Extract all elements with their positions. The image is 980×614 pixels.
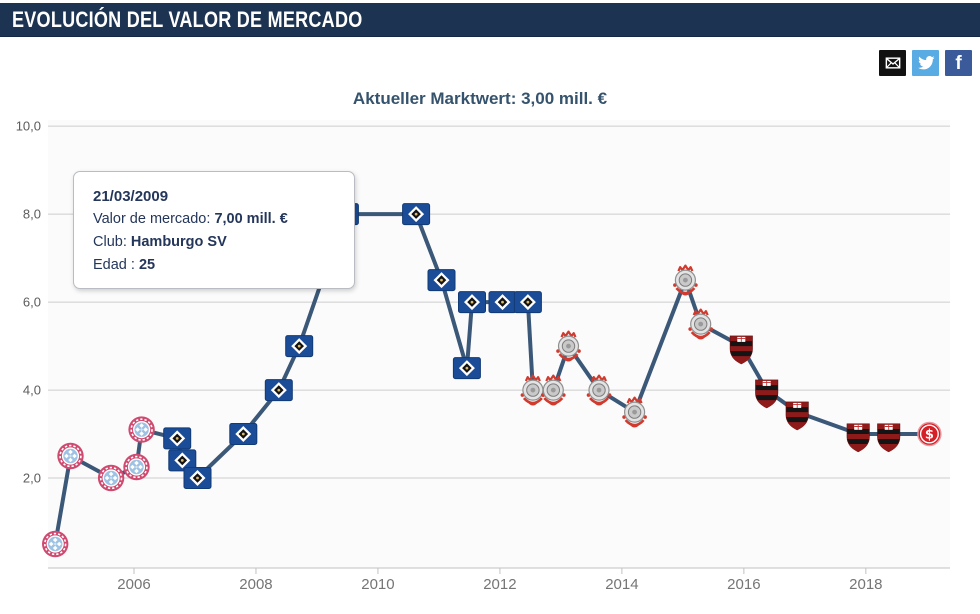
x-axis-label: 2010 (361, 576, 394, 593)
x-axis-label: 2018 (849, 576, 882, 593)
data-point-marker-hamburgo[interactable] (264, 379, 293, 402)
svg-text:$: $ (925, 428, 934, 443)
data-point-marker-hamburgo[interactable] (183, 467, 212, 489)
tooltip-age: Edad : 25 (93, 257, 156, 273)
data-point-marker-corinthians[interactable] (520, 374, 546, 406)
data-point-marker-flamengo[interactable] (785, 401, 809, 431)
tooltip-date: 21/03/2009 (93, 188, 169, 205)
data-point-marker-corinthians[interactable] (622, 396, 647, 428)
data-point-marker-bayern[interactable] (97, 464, 125, 492)
x-axis-label: 2014 (605, 576, 638, 593)
tooltip: 21/03/2009 Valor de mercado: 7,00 mill. … (73, 171, 355, 289)
data-point-marker-hamburgo[interactable] (402, 203, 431, 226)
email-share-button[interactable] (879, 50, 906, 76)
data-point-marker-hamburgo[interactable] (458, 291, 486, 314)
data-point-marker-corinthians[interactable] (673, 264, 698, 296)
data-point-marker-hamburgo[interactable] (452, 357, 481, 380)
data-point-marker-hamburgo[interactable] (168, 449, 197, 472)
current-market-value: Aktueller Marktwert: 3,00 mill. € (352, 89, 608, 108)
x-axis-label: 2016 (727, 576, 760, 593)
data-point-marker-corinthians[interactable] (688, 308, 713, 340)
twitter-icon (917, 56, 935, 70)
data-point-marker-hamburgo[interactable] (229, 423, 258, 445)
data-point-marker-flamengo[interactable] (729, 335, 753, 365)
page-title: EVOLUCIÓN DEL VALOR DE MERCADO (12, 6, 363, 32)
data-point-marker-hamburgo[interactable] (285, 335, 314, 358)
data-point-marker-bayern[interactable] (123, 453, 150, 481)
data-point-marker-hamburgo[interactable] (427, 269, 456, 292)
tooltip-club: Club: Hamburgo SV (93, 234, 227, 250)
data-point-marker-bayern[interactable] (42, 530, 69, 558)
envelope-icon (885, 57, 900, 69)
page-title-bar: EVOLUCIÓN DEL VALOR DE MERCADO (0, 3, 980, 37)
facebook-icon: f (955, 52, 962, 74)
x-axis-label: 2008 (239, 576, 272, 593)
y-axis-label: 8,0 (23, 207, 41, 222)
data-point-marker-hamburgo[interactable] (163, 427, 192, 450)
data-point-marker-flamengo[interactable] (755, 379, 779, 409)
data-point-marker-hamburgo[interactable] (513, 291, 542, 314)
x-axis-label: 2006 (117, 576, 150, 593)
data-point-marker-corinthians[interactable] (586, 374, 612, 406)
data-point-marker-bayern[interactable] (128, 416, 155, 443)
y-axis-label: 4,0 (23, 383, 41, 398)
data-point-marker-hamburgo[interactable] (488, 291, 517, 314)
social-share-buttons: f (879, 50, 972, 76)
data-point-marker-bayern[interactable] (57, 442, 84, 470)
twitter-share-button[interactable] (912, 50, 939, 76)
data-point-marker-corinthians[interactable] (541, 374, 566, 406)
y-axis-label: 2,0 (23, 471, 41, 486)
data-point-marker-flamengo[interactable] (877, 423, 901, 453)
data-point-marker-internacional[interactable]: $ (917, 421, 942, 447)
y-axis-label: 10,0 (16, 119, 41, 134)
data-point-marker-flamengo[interactable] (846, 423, 870, 453)
y-axis-label: 6,0 (23, 295, 41, 310)
facebook-share-button[interactable]: f (945, 50, 972, 76)
data-point-marker-corinthians[interactable] (556, 330, 581, 362)
tooltip-market-value: Valor de mercado: 7,00 mill. € (93, 211, 288, 227)
x-axis-label: 2012 (483, 576, 516, 593)
